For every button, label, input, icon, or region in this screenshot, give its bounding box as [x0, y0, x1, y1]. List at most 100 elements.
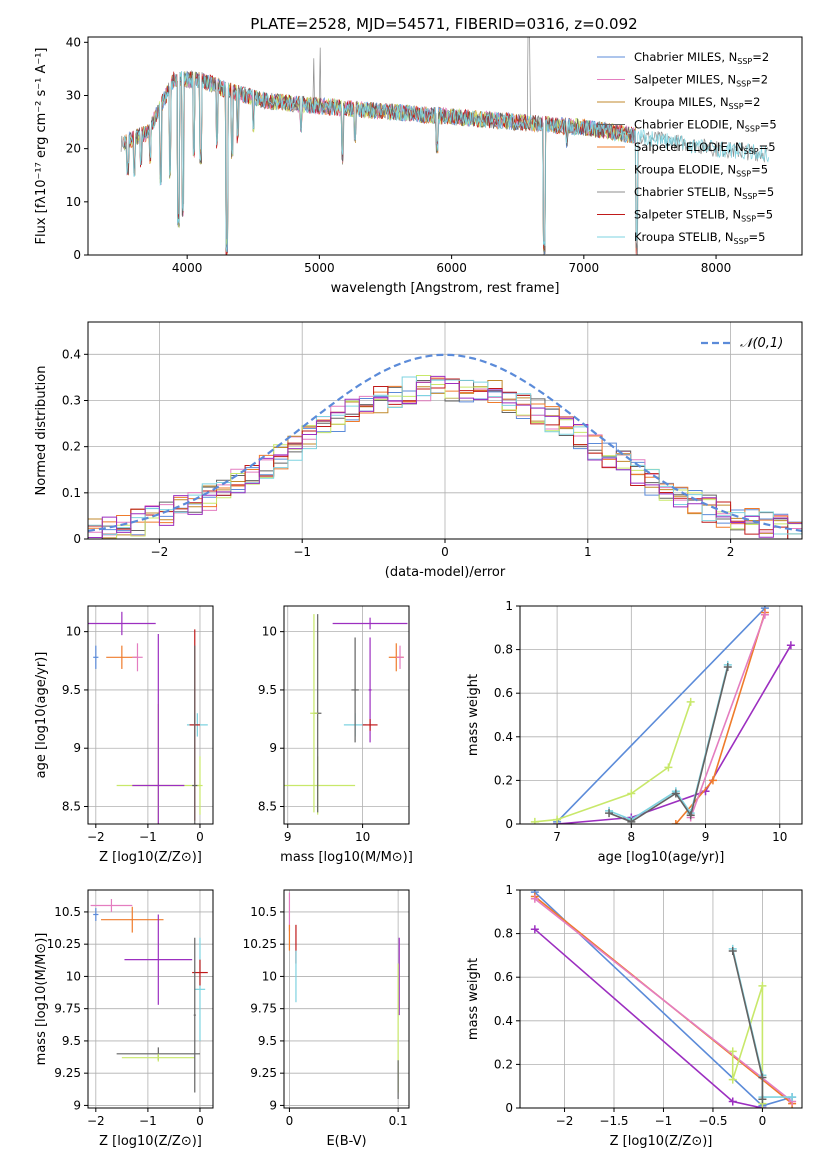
y-tick-label: 9.75	[250, 1002, 277, 1016]
legend-entry: 𝒩(0,1)	[740, 336, 783, 351]
x-tick-label: −2	[556, 1114, 574, 1128]
plot-area	[88, 353, 802, 539]
y-tick-label: 20	[66, 142, 81, 156]
data-point	[758, 1073, 767, 1082]
x-axis-label: Z [log10(Z/Z⊙)]	[99, 850, 202, 865]
plot-area	[530, 606, 795, 824]
x-axis-label: wavelength [Angstrom, rest frame]	[331, 281, 560, 296]
series-line	[534, 701, 692, 823]
y-tick-label: 0.4	[494, 730, 513, 744]
data-point	[758, 981, 767, 990]
series-line	[608, 666, 729, 823]
x-axis-label: Z [log10(Z/Z⊙)]	[610, 1134, 713, 1149]
x-tick-label: 9	[284, 830, 292, 844]
x-tick-label: 1	[584, 545, 592, 559]
plot-area	[88, 611, 208, 824]
y-tick-label: 0.2	[494, 1057, 513, 1071]
legend-entry: Kroupa MILES, NSSP=2	[634, 95, 760, 111]
plot-area	[90, 899, 208, 1093]
x-axis-label: Z [log10(Z/Z⊙)]	[99, 1134, 202, 1149]
y-tick-label: 30	[66, 88, 81, 102]
plot-area	[288, 892, 400, 1099]
chart-mass-vs-EBV: 0 0.1 9 9.25 9.5 9.75 10 10.25 10.5 E(B-V)	[243, 889, 410, 1149]
y-axis-label: Normed distribution	[34, 366, 49, 496]
y-tick-label: 9.5	[258, 683, 277, 697]
data-point	[627, 817, 636, 824]
x-tick-label: −2	[87, 830, 105, 844]
y-axis-label: mass [log10(M/M⊙)]	[34, 933, 49, 1066]
plot-area	[120, 37, 770, 255]
x-axis-label: (data-model)/error	[385, 565, 506, 580]
normal-curve	[88, 353, 802, 532]
axes-frame	[283, 605, 410, 825]
y-axis-label: age [log10(age/yr)]	[34, 652, 49, 779]
data-point	[723, 663, 732, 672]
x-tick-label: −0.5	[698, 1114, 727, 1128]
data-point	[686, 697, 695, 706]
y-tick-label: 0.3	[62, 393, 81, 407]
x-tick-label: 0	[441, 545, 449, 559]
x-tick-label: 9	[702, 830, 710, 844]
y-tick-label: 1	[505, 599, 513, 613]
y-tick-label: 9.5	[62, 683, 81, 697]
x-tick-label: −1.5	[599, 1114, 628, 1128]
y-tick-label: 10.25	[47, 937, 81, 951]
x-tick-label: 7000	[569, 261, 600, 275]
plot-area	[530, 890, 797, 1108]
y-tick-label: 10.5	[250, 905, 277, 919]
data-point	[530, 925, 539, 934]
axes-frame	[87, 605, 214, 825]
y-tick-label: 40	[66, 35, 81, 49]
histogram-step	[116, 375, 802, 539]
y-tick-label: 0.4	[62, 347, 81, 361]
legend-entry: Chabrier ELODIE, NSSP=5	[634, 118, 777, 134]
data-point	[786, 641, 795, 650]
legend-entry: Chabrier STELIB, NSSP=5	[634, 185, 774, 201]
x-axis-label: E(B-V)	[326, 1134, 366, 1149]
series-line	[557, 644, 792, 824]
data-point	[708, 776, 717, 785]
data-point	[671, 820, 680, 824]
x-tick-label: 0	[286, 1114, 294, 1128]
y-tick-label: 10	[66, 969, 81, 983]
series-line	[534, 928, 763, 1108]
data-point	[664, 763, 673, 772]
y-tick-label: 10	[262, 625, 277, 639]
x-tick-label: 8000	[701, 261, 732, 275]
series-line	[556, 607, 766, 823]
y-tick-label: 10.5	[54, 905, 81, 919]
x-tick-label: 7	[553, 830, 561, 844]
y-tick-label: 9	[269, 1098, 277, 1112]
x-tick-label: 4000	[172, 261, 203, 275]
y-tick-label: 8.5	[62, 800, 81, 814]
y-tick-label: 0.4	[494, 1014, 513, 1028]
y-tick-label: 0.6	[494, 970, 513, 984]
data-point	[728, 1075, 737, 1084]
x-tick-label: −1	[655, 1114, 673, 1128]
plot-area	[284, 614, 408, 815]
x-tick-label: −1	[293, 545, 311, 559]
chart-age-vs-Z: −2 −1 0 8.5 9 9.5 10 Z [log10(Z/Z⊙)] age [log10(…	[34, 605, 214, 865]
y-tick-label: 9.5	[258, 1034, 277, 1048]
chart-residuals: −2 −1 0 1 2 0 0.1 0.2 0.3 0.4 (data-model)/error No…	[34, 321, 803, 580]
x-tick-label: 6000	[436, 261, 467, 275]
x-tick-label: 0	[196, 830, 204, 844]
x-axis-label: mass [log10(M/M⊙)]	[280, 850, 413, 865]
axes-frame	[283, 889, 410, 1109]
figure-title: PLATE=2528, MJD=54571, FIBERID=0316, z=0…	[250, 15, 637, 33]
chart-spectrum: 4000 5000 6000 7000 8000 0 10 20 30 40 wavelength …	[34, 35, 803, 296]
data-point	[728, 947, 737, 956]
y-tick-label: 8.5	[258, 800, 277, 814]
x-tick-label: 10	[772, 830, 787, 844]
axes-frame	[519, 605, 803, 825]
y-tick-label: 9.75	[54, 1002, 81, 1016]
y-tick-label: 9.5	[62, 1034, 81, 1048]
x-tick-label: 5000	[304, 261, 335, 275]
y-tick-label: 9	[73, 741, 81, 755]
y-tick-label: 10.25	[243, 937, 277, 951]
legend-entry: Salpeter ELODIE, NSSP=5	[634, 140, 776, 156]
data-point	[553, 815, 562, 824]
x-tick-label: −2	[87, 1114, 105, 1128]
y-tick-label: 10	[66, 195, 81, 209]
